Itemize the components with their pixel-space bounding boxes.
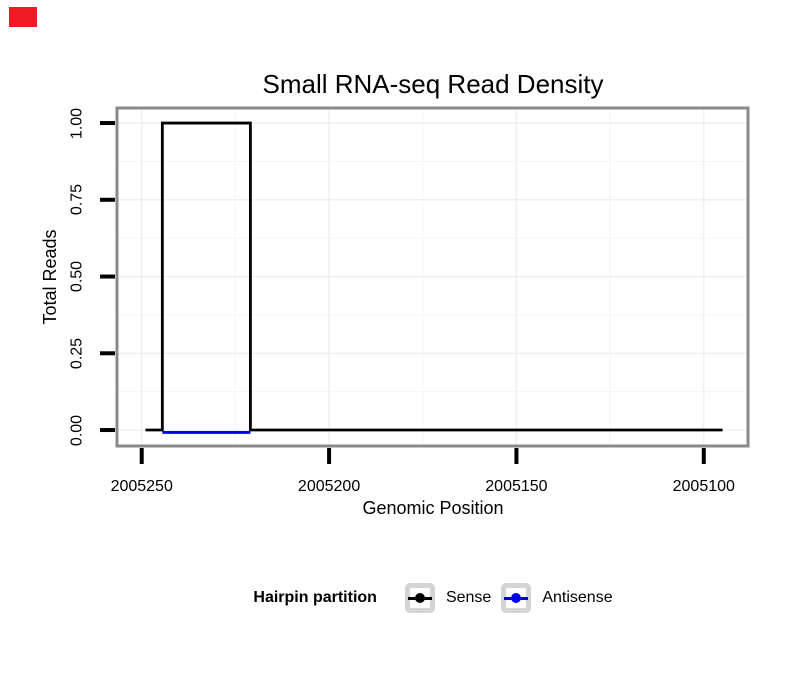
legend-label-sense: Sense xyxy=(445,589,492,606)
sense-key-icon xyxy=(404,583,435,613)
red-marker xyxy=(9,7,37,27)
legend-title: Hairpin partition xyxy=(253,589,377,606)
y-tick-label: 0.00 xyxy=(68,414,86,446)
panel-border xyxy=(115,106,750,448)
chart-title: Small RNA-seq Read Density xyxy=(262,69,604,99)
legend-item-sense: Sense xyxy=(404,583,492,613)
y-tick-label: 0.50 xyxy=(68,260,86,293)
x-axis-title: Genomic Position xyxy=(362,498,504,518)
legend-item-antisense: Antisense xyxy=(501,583,613,613)
antisense-key-icon xyxy=(501,583,532,613)
y-tick-label: 0.75 xyxy=(68,184,86,216)
legend: Hairpin partition Sense Antisense xyxy=(0,580,810,616)
y-axis-title: Total Reads xyxy=(40,229,60,325)
x-tick-label: 2005200 xyxy=(297,478,361,495)
x-tick-label: 2005100 xyxy=(672,478,735,495)
sense-point-glyph xyxy=(414,593,425,603)
series-sense xyxy=(145,121,723,432)
x-tick-label: 2005250 xyxy=(110,478,173,495)
y-tick-label: 1.00 xyxy=(68,107,86,139)
antisense-point-glyph xyxy=(511,593,522,603)
legend-label-antisense: Antisense xyxy=(542,589,613,606)
x-tick-label: 2005150 xyxy=(485,478,548,495)
y-tick-label: 0.25 xyxy=(68,337,86,369)
